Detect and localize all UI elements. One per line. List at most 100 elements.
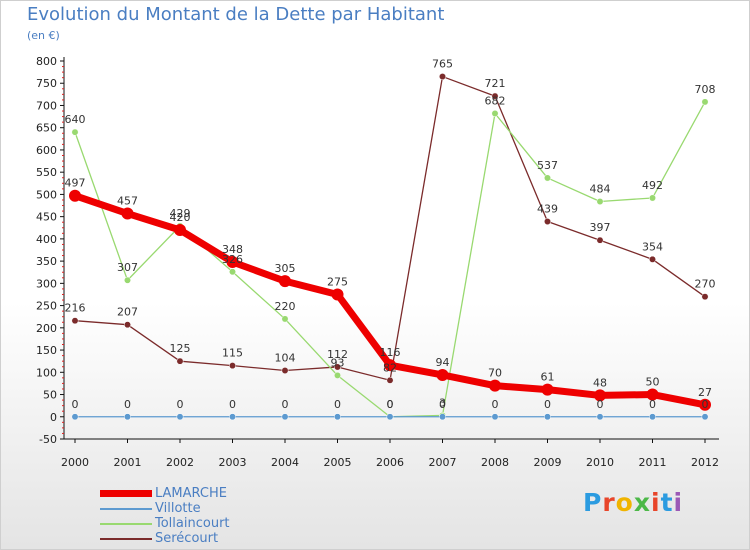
data-label: 27 xyxy=(698,386,712,399)
data-label: 439 xyxy=(537,203,558,216)
data-label: 0 xyxy=(702,398,709,411)
data-point xyxy=(71,317,79,325)
data-label: 721 xyxy=(485,77,506,90)
data-point xyxy=(596,198,604,205)
data-point xyxy=(649,194,656,202)
data-label: 116 xyxy=(380,346,401,359)
x-tick-label: 2004 xyxy=(271,456,299,469)
data-label: 0 xyxy=(124,398,131,411)
data-point xyxy=(701,98,709,106)
data-label: 492 xyxy=(642,179,663,192)
data-point xyxy=(491,92,499,100)
data-point xyxy=(229,362,236,370)
x-tick-label: 2009 xyxy=(534,456,562,469)
x-tick-label: 2001 xyxy=(114,456,142,469)
data-label: 94 xyxy=(436,356,450,369)
data-label: 125 xyxy=(170,342,191,355)
y-tick-label: 100 xyxy=(36,366,57,379)
y-tick-label: 750 xyxy=(36,77,57,90)
x-tick-label: 2012 xyxy=(691,456,719,469)
data-label: 0 xyxy=(544,398,551,411)
y-tick-label: 450 xyxy=(36,211,57,224)
data-label: 457 xyxy=(117,195,138,208)
y-tick-label: 150 xyxy=(36,344,57,357)
data-point xyxy=(281,367,289,374)
x-tick-label: 2008 xyxy=(481,456,509,469)
data-point xyxy=(596,413,604,421)
data-point xyxy=(71,413,79,421)
data-point xyxy=(386,376,394,384)
x-tick-label: 2002 xyxy=(166,456,194,469)
data-label: 354 xyxy=(642,240,663,253)
data-point xyxy=(226,256,239,269)
data-point xyxy=(489,379,501,392)
x-tick-label: 2005 xyxy=(324,456,352,469)
data-point xyxy=(386,413,394,421)
data-point xyxy=(69,189,81,202)
data-point xyxy=(649,413,656,421)
data-point xyxy=(121,207,134,220)
x-tick-label: 2011 xyxy=(639,456,667,469)
y-tick-label: 400 xyxy=(36,233,57,246)
data-label: 216 xyxy=(65,302,86,315)
y-tick-label: 350 xyxy=(36,255,57,268)
data-point xyxy=(281,315,289,323)
y-tick-label: 500 xyxy=(36,188,57,201)
proxiti-logo: Proxiti xyxy=(583,488,684,517)
x-tick-label: 2010 xyxy=(586,456,614,469)
data-label: 220 xyxy=(275,300,296,313)
data-point xyxy=(544,174,551,182)
data-label: 93 xyxy=(331,356,345,369)
data-point xyxy=(594,389,606,402)
data-label: 0 xyxy=(597,398,604,411)
legend-swatch xyxy=(100,522,152,525)
legend-item: Serécourt xyxy=(100,531,230,546)
data-point xyxy=(334,363,341,371)
data-label: 70 xyxy=(488,367,502,380)
data-point xyxy=(279,275,291,288)
y-tick-label: 700 xyxy=(36,99,57,112)
y-tick-label: 650 xyxy=(36,122,57,135)
data-label: 112 xyxy=(327,348,348,361)
y-tick-label: 600 xyxy=(36,144,57,157)
y-tick-label: -50 xyxy=(39,433,57,446)
chart-title: Evolution du Montant de la Dette par Hab… xyxy=(27,4,445,25)
data-point xyxy=(176,413,184,421)
data-label: 0 xyxy=(334,398,341,411)
data-point xyxy=(491,110,499,117)
data-point xyxy=(701,293,709,301)
data-point xyxy=(229,268,236,276)
data-label: 50 xyxy=(646,376,660,389)
data-point xyxy=(491,413,499,421)
x-tick-label: 2006 xyxy=(376,456,404,469)
legend-item: Tollaincourt xyxy=(100,516,230,531)
data-point xyxy=(124,413,131,421)
data-label: 537 xyxy=(537,159,558,172)
y-tick-label: 250 xyxy=(36,300,57,313)
data-point xyxy=(439,73,446,81)
data-label: 0 xyxy=(649,398,656,411)
legend: LAMARCHE Villotte Tollaincourt Serécourt xyxy=(100,486,230,546)
x-tick-label: 2000 xyxy=(61,456,89,469)
y-tick-label: 50 xyxy=(43,389,57,402)
data-label: 0 xyxy=(229,398,236,411)
data-point xyxy=(699,398,711,411)
data-label: 682 xyxy=(485,94,506,107)
data-point xyxy=(176,357,184,365)
legend-label: Villotte xyxy=(155,501,201,516)
data-point xyxy=(71,128,79,136)
data-point xyxy=(229,413,236,421)
data-point xyxy=(544,413,551,421)
data-label: 305 xyxy=(275,262,296,275)
data-label: 3 xyxy=(439,396,446,409)
x-tick-label: 2003 xyxy=(219,456,247,469)
data-label: 307 xyxy=(117,261,138,274)
data-point xyxy=(701,413,709,421)
data-label: 0 xyxy=(387,398,394,411)
data-point xyxy=(646,388,659,401)
data-label: 82 xyxy=(383,361,397,374)
data-label: 275 xyxy=(327,275,348,288)
data-point xyxy=(596,236,604,244)
legend-swatch xyxy=(100,537,152,540)
